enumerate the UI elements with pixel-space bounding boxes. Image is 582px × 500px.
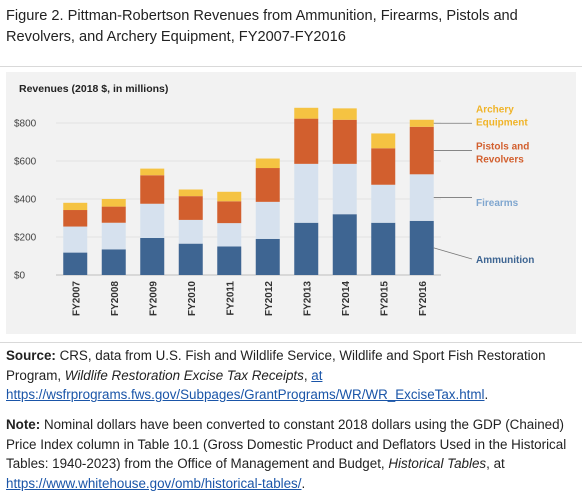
bar-segment (255, 168, 280, 202)
stacked-bar-chart: Revenues (2018 $, in millions) $0 $200 $400… (14, 83, 534, 316)
source-title: Wildlife Restoration Excise Tax Receipts (64, 367, 304, 383)
bar-segment (140, 203, 165, 238)
x-tick-label: FY2013 (302, 281, 313, 316)
x-tick-label: FY2009 (148, 281, 159, 316)
bar-segment (371, 184, 396, 223)
note-text-2: , at (486, 456, 505, 471)
bar-segment (217, 201, 242, 224)
legend-label: Revolvers (476, 155, 524, 166)
source-text: CRS, data from U.S. Fish and Wildlife Se… (6, 348, 546, 383)
source-text-2: , (303, 367, 312, 383)
bar-segment (371, 133, 396, 149)
bar-segment (409, 220, 434, 275)
source-note: Source: CRS, data from U.S. Fish and Wil… (6, 346, 576, 405)
x-tick-label: FY2007 (71, 281, 82, 316)
bar-segment (178, 219, 203, 244)
figure-title: Figure 2. Pittman-Robertson Revenues fro… (6, 8, 518, 45)
legend-label: Pistols and (476, 142, 529, 153)
bar-segment (101, 222, 126, 250)
note-block: Note: Nominal dollars have been converte… (6, 415, 576, 493)
bar-segment (294, 107, 319, 119)
legend-label: Ammunition (476, 255, 534, 266)
y-tick-label: $600 (14, 157, 37, 168)
bar-segment (255, 158, 280, 169)
source-label: Source: (6, 348, 56, 363)
bar-segment (409, 126, 434, 175)
bar-segment (101, 199, 126, 207)
bar-segment (294, 222, 319, 275)
note-label: Note: (6, 417, 41, 432)
bar-segment (332, 119, 357, 164)
bar-segment (178, 196, 203, 220)
x-tick-label: FY2016 (418, 281, 429, 316)
y-tick-label: $800 (14, 119, 37, 130)
y-tick-label: $400 (14, 195, 37, 206)
y-tick-label: $0 (14, 271, 26, 282)
bar-segment (63, 202, 88, 211)
chart-title: Revenues (2018 $, in millions) (19, 83, 168, 95)
note-end: . (301, 475, 306, 491)
chart-panel: Revenues (2018 $, in millions) $0 $200 $400… (6, 72, 576, 334)
bar-segment (217, 246, 242, 275)
legend-leader-line (433, 247, 473, 260)
x-tick-label: FY2011 (225, 281, 236, 316)
bar-segment (140, 237, 165, 275)
bar-segment (294, 163, 319, 223)
bar-segment (332, 163, 357, 215)
x-tick-label: FY2015 (379, 281, 390, 316)
divider-bottom (0, 342, 582, 343)
bar-segment (63, 210, 88, 227)
bar-segment (409, 174, 434, 221)
bar-segment (371, 222, 396, 275)
note-text: Nominal dollars have been converted to c… (6, 417, 567, 471)
x-tick-label: FY2008 (110, 281, 121, 316)
y-tick-label: $200 (14, 233, 37, 244)
divider-top (0, 66, 582, 67)
bar-segment (255, 238, 280, 275)
bar-segment (332, 214, 357, 275)
bar-segment (178, 243, 203, 275)
legend-label: Firearms (476, 198, 519, 209)
note-title: Historical Tables (388, 456, 487, 471)
bar-segment (409, 119, 434, 127)
x-tick-label: FY2012 (264, 281, 275, 316)
bar-segment (63, 226, 88, 253)
x-tick-label: FY2010 (187, 281, 198, 316)
bar-segment (63, 252, 88, 275)
legend-label: Archery (476, 105, 514, 116)
bar-segment (294, 118, 319, 164)
legend-label: Equipment (476, 118, 528, 129)
bar-segment (101, 249, 126, 275)
bar-segment (178, 189, 203, 197)
x-tick-label: FY2014 (341, 281, 352, 316)
bar-segment (217, 191, 242, 202)
source-end: . (484, 387, 489, 402)
note-link[interactable]: https://www.whitehouse.gov/omb/historica… (6, 475, 302, 491)
bar-segment (101, 206, 126, 223)
bar-segment (140, 168, 165, 176)
bar-segment (371, 148, 396, 185)
source-link[interactable]: at https://wsfrprograms.fws.gov/Subpages… (6, 367, 485, 403)
bar-segment (140, 175, 165, 204)
bar-segment (332, 108, 357, 120)
bar-segment (217, 223, 242, 247)
bar-segment (255, 201, 280, 239)
